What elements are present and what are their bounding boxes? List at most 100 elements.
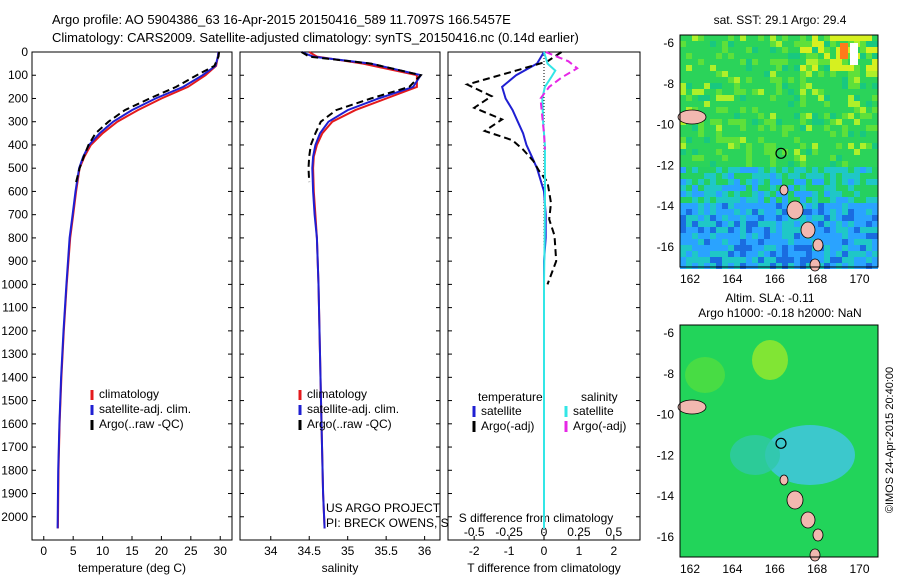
sst-cell bbox=[686, 197, 692, 203]
sst-cell bbox=[752, 203, 758, 209]
sst-cell bbox=[806, 35, 812, 41]
sst-cell bbox=[704, 245, 710, 251]
sst-cell bbox=[692, 179, 698, 185]
sst-cell bbox=[818, 41, 824, 47]
sst-cell bbox=[716, 209, 722, 215]
sst-cell bbox=[872, 149, 878, 155]
sst-cell bbox=[710, 227, 716, 233]
sst-cell bbox=[842, 65, 848, 71]
sst-cell bbox=[770, 245, 776, 251]
sst-cell bbox=[686, 215, 692, 221]
sst-cell bbox=[710, 245, 716, 251]
sst-cell bbox=[746, 251, 752, 257]
sst-cell bbox=[728, 53, 734, 59]
sst-cell bbox=[866, 89, 872, 95]
sst-cell bbox=[758, 131, 764, 137]
sst-cell bbox=[848, 221, 854, 227]
sst-cell bbox=[836, 149, 842, 155]
sst-cell bbox=[842, 167, 848, 173]
sst-cell bbox=[728, 125, 734, 131]
sst-cell bbox=[698, 155, 704, 161]
legend-label: satellite-adj. clim. bbox=[99, 402, 191, 416]
sst-cell bbox=[692, 263, 698, 269]
sst-cell bbox=[860, 59, 866, 65]
sst-cell bbox=[680, 203, 686, 209]
sst-cell bbox=[740, 101, 746, 107]
sst-cell bbox=[776, 203, 782, 209]
sst-cell bbox=[842, 35, 848, 41]
sst-cell bbox=[812, 221, 818, 227]
sst-cell bbox=[824, 185, 830, 191]
sst-cell bbox=[848, 239, 854, 245]
sst-cell bbox=[806, 203, 812, 209]
sst-cell bbox=[854, 173, 860, 179]
sst-cell bbox=[794, 263, 800, 269]
sst-cell bbox=[716, 101, 722, 107]
sst-cell bbox=[812, 95, 818, 101]
sst-cell bbox=[752, 167, 758, 173]
sst-cell bbox=[818, 113, 824, 119]
sst-cell bbox=[800, 239, 806, 245]
sst-cell bbox=[728, 251, 734, 257]
sst-cell bbox=[794, 233, 800, 239]
sst-cell bbox=[776, 185, 782, 191]
sst-cell bbox=[836, 173, 842, 179]
sst-cell bbox=[788, 179, 794, 185]
sst-cell bbox=[746, 161, 752, 167]
sst-cell bbox=[764, 35, 770, 41]
sst-cell bbox=[776, 179, 782, 185]
x-tick-label: -1 bbox=[504, 544, 515, 558]
sst-cell bbox=[812, 185, 818, 191]
sst-cell bbox=[812, 41, 818, 47]
sst-cell bbox=[770, 227, 776, 233]
sst-cell bbox=[764, 143, 770, 149]
sst-cell bbox=[692, 197, 698, 203]
sst-cell bbox=[716, 173, 722, 179]
sst-cell bbox=[710, 89, 716, 95]
sst-cell bbox=[722, 227, 728, 233]
sst-cell bbox=[722, 197, 728, 203]
sst-cell bbox=[830, 143, 836, 149]
sst-cell bbox=[776, 59, 782, 65]
sst-cell bbox=[716, 239, 722, 245]
sla-map bbox=[677, 324, 879, 562]
sst-cell bbox=[776, 245, 782, 251]
legend-label: climatology bbox=[99, 387, 159, 401]
sst-cell bbox=[704, 197, 710, 203]
sst-cell bbox=[872, 179, 878, 185]
sst-cell bbox=[860, 83, 866, 89]
sst-cell bbox=[698, 209, 704, 215]
sst-cell bbox=[746, 65, 752, 71]
sst-cell bbox=[692, 35, 698, 41]
sst-cell bbox=[842, 143, 848, 149]
sst-cell bbox=[758, 215, 764, 221]
sst-cell bbox=[788, 155, 794, 161]
sst-cell bbox=[740, 77, 746, 83]
sst-cell bbox=[764, 197, 770, 203]
sst-cell bbox=[848, 227, 854, 233]
sst-cell bbox=[776, 209, 782, 215]
sst-cell bbox=[782, 35, 788, 41]
sst-cell bbox=[776, 257, 782, 263]
sst-cell bbox=[752, 149, 758, 155]
sst-cell bbox=[830, 155, 836, 161]
sst-cell bbox=[872, 191, 878, 197]
sst-cell bbox=[752, 221, 758, 227]
sst-cell bbox=[716, 161, 722, 167]
sst-cell bbox=[680, 167, 686, 173]
sst-cell bbox=[758, 251, 764, 257]
sst-cell bbox=[866, 95, 872, 101]
sst-cell bbox=[722, 221, 728, 227]
sst-cell bbox=[866, 203, 872, 209]
sst-cell bbox=[806, 143, 812, 149]
sst-cell bbox=[800, 131, 806, 137]
sst-cell bbox=[860, 251, 866, 257]
sst-cell bbox=[680, 47, 686, 53]
sst-cell bbox=[842, 197, 848, 203]
sst-map bbox=[677, 34, 879, 272]
sst-cell bbox=[764, 215, 770, 221]
sst-cell bbox=[818, 47, 824, 53]
sst-cell bbox=[704, 155, 710, 161]
sst-cell bbox=[698, 197, 704, 203]
sst-cell bbox=[686, 83, 692, 89]
